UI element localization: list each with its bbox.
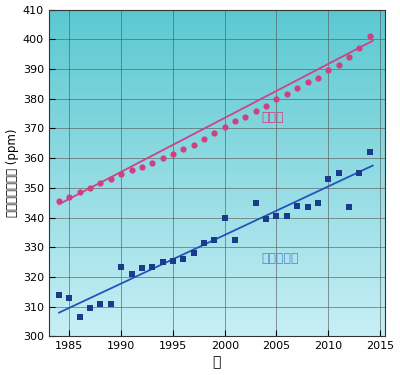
Point xyxy=(76,189,83,195)
Point xyxy=(139,164,145,170)
Point xyxy=(87,185,93,191)
Text: 大気中: 大気中 xyxy=(261,111,284,124)
Point xyxy=(325,176,332,182)
Point xyxy=(180,146,186,152)
Point xyxy=(294,85,300,91)
Point xyxy=(284,91,290,97)
Point xyxy=(242,114,248,120)
Point xyxy=(294,202,300,208)
Point xyxy=(97,301,104,307)
Y-axis label: 二酸化炭素濃度 (ppm): 二酸化炭素濃度 (ppm) xyxy=(6,129,18,217)
Point xyxy=(356,45,362,51)
Point xyxy=(149,160,156,166)
Point xyxy=(335,170,342,176)
Point xyxy=(118,264,124,270)
Point xyxy=(190,142,197,148)
Point xyxy=(211,237,218,243)
Point xyxy=(170,151,176,157)
Point xyxy=(346,54,352,60)
Point xyxy=(263,216,269,222)
Point xyxy=(201,240,207,246)
Point xyxy=(356,170,362,176)
Point xyxy=(149,264,156,270)
Point xyxy=(366,149,373,155)
Point xyxy=(159,259,166,265)
Point xyxy=(304,204,311,210)
Point xyxy=(222,124,228,130)
X-axis label: 年: 年 xyxy=(213,356,221,369)
Point xyxy=(87,305,93,311)
Point xyxy=(366,33,373,39)
Point xyxy=(335,62,342,68)
Point xyxy=(190,250,197,256)
Point xyxy=(232,118,238,124)
Point xyxy=(108,176,114,182)
Point xyxy=(232,237,238,243)
Point xyxy=(180,256,186,262)
Point xyxy=(325,68,332,74)
Point xyxy=(128,271,135,277)
Point xyxy=(56,292,62,298)
Point xyxy=(56,198,62,204)
Point xyxy=(139,265,145,271)
Point xyxy=(201,136,207,142)
Point xyxy=(76,314,83,320)
Point xyxy=(252,200,259,206)
Point xyxy=(66,194,73,200)
Point xyxy=(315,75,321,81)
Point xyxy=(315,200,321,206)
Point xyxy=(252,108,259,114)
Point xyxy=(284,213,290,219)
Point xyxy=(263,103,269,109)
Point xyxy=(273,213,280,219)
Point xyxy=(211,130,218,136)
Point xyxy=(66,295,73,301)
Point xyxy=(222,214,228,220)
Point xyxy=(108,301,114,307)
Point xyxy=(159,155,166,161)
Point xyxy=(97,180,104,186)
Point xyxy=(273,96,280,102)
Text: 表面海水中: 表面海水中 xyxy=(261,252,298,265)
Point xyxy=(346,204,352,210)
Point xyxy=(170,258,176,264)
Point xyxy=(118,171,124,177)
Point xyxy=(304,80,311,86)
Point xyxy=(128,167,135,173)
